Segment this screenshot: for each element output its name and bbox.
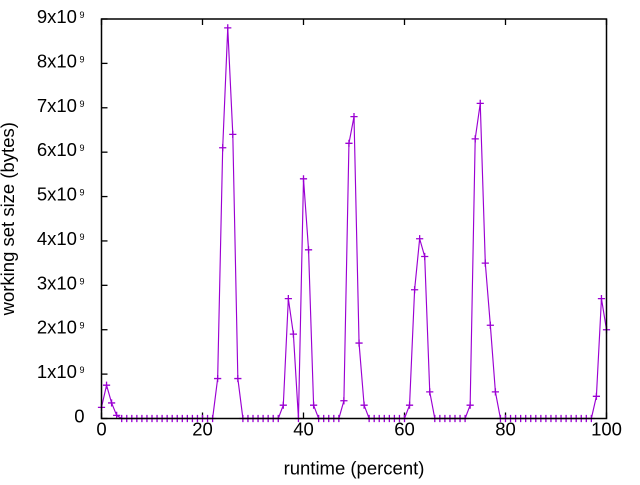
svg-text:working set size (bytes): working set size (bytes) <box>0 122 18 316</box>
svg-text:100: 100 <box>591 419 622 440</box>
svg-text:runtime (percent): runtime (percent) <box>284 458 425 479</box>
svg-text:40: 40 <box>293 419 314 440</box>
svg-text:0: 0 <box>96 419 106 440</box>
svg-text:0: 0 <box>74 406 84 427</box>
